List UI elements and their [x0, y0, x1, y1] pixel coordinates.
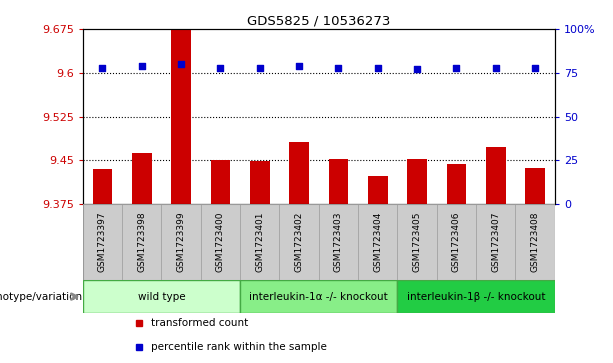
Text: GSM1723407: GSM1723407: [491, 212, 500, 272]
Bar: [397, 280, 555, 313]
Bar: [525, 168, 545, 204]
Text: GSM1723400: GSM1723400: [216, 212, 225, 272]
Text: GSM1723397: GSM1723397: [98, 212, 107, 272]
Text: GSM1723405: GSM1723405: [413, 212, 422, 272]
Point: [137, 63, 147, 69]
Bar: [250, 161, 270, 204]
Bar: [486, 147, 506, 204]
Bar: [93, 169, 112, 204]
Text: genotype/variation: genotype/variation: [0, 291, 83, 302]
Point: [97, 65, 107, 70]
Title: GDS5825 / 10536273: GDS5825 / 10536273: [247, 15, 390, 28]
Point: [452, 65, 462, 70]
Text: GSM1723404: GSM1723404: [373, 212, 383, 272]
Text: interleukin-1β -/- knockout: interleukin-1β -/- knockout: [407, 291, 546, 302]
Point: [491, 65, 501, 70]
Bar: [240, 280, 397, 313]
Point: [216, 65, 226, 70]
Text: GSM1723401: GSM1723401: [255, 212, 264, 272]
Bar: [83, 280, 240, 313]
Text: GSM1723403: GSM1723403: [334, 212, 343, 272]
Text: interleukin-1α -/- knockout: interleukin-1α -/- knockout: [249, 291, 388, 302]
Text: percentile rank within the sample: percentile rank within the sample: [151, 342, 327, 352]
Bar: [171, 30, 191, 204]
Text: GSM1723398: GSM1723398: [137, 212, 147, 272]
Text: wild type: wild type: [137, 291, 185, 302]
Text: GSM1723402: GSM1723402: [295, 212, 303, 272]
Bar: [132, 153, 151, 204]
Point: [412, 66, 422, 72]
Bar: [211, 160, 230, 204]
Bar: [407, 159, 427, 204]
Point: [530, 65, 540, 70]
Bar: [289, 142, 309, 204]
Text: GSM1723399: GSM1723399: [177, 212, 186, 272]
Text: GSM1723406: GSM1723406: [452, 212, 461, 272]
Point: [373, 65, 383, 70]
Bar: [447, 164, 466, 204]
Text: GSM1723408: GSM1723408: [531, 212, 539, 272]
Bar: [329, 159, 348, 204]
Text: transformed count: transformed count: [151, 318, 248, 328]
Point: [294, 63, 304, 69]
Point: [255, 65, 265, 70]
Point: [176, 61, 186, 67]
Bar: [368, 176, 387, 204]
Point: [333, 65, 343, 70]
